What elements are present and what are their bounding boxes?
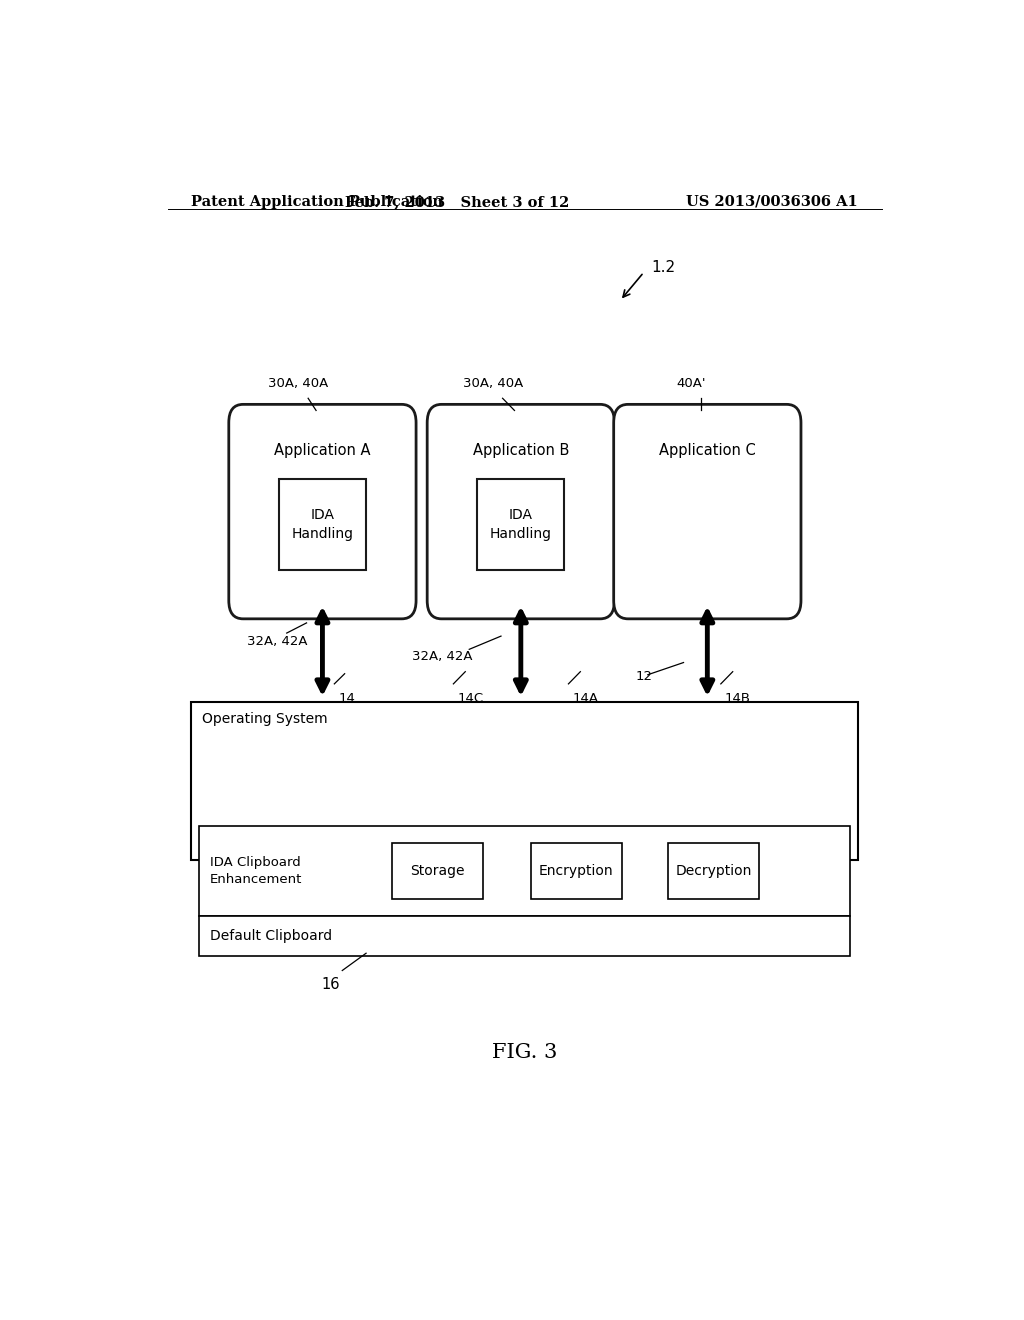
Text: 16: 16 (322, 977, 340, 991)
Text: 14B: 14B (725, 692, 751, 705)
Bar (191, 702, 858, 859)
FancyBboxPatch shape (228, 404, 416, 619)
Text: Default Clipboard: Default Clipboard (210, 929, 332, 942)
Text: Storage: Storage (411, 863, 465, 878)
Text: Feb. 7, 2013   Sheet 3 of 12: Feb. 7, 2013 Sheet 3 of 12 (345, 195, 569, 209)
FancyBboxPatch shape (613, 404, 801, 619)
Text: 32A, 42A: 32A, 42A (412, 649, 473, 663)
Text: Application B: Application B (473, 444, 569, 458)
Text: 1.2: 1.2 (652, 260, 676, 275)
Text: Decryption: Decryption (676, 863, 752, 878)
Text: 14C: 14C (458, 692, 483, 705)
Text: IDA
Handling: IDA Handling (292, 508, 353, 540)
Text: Encryption: Encryption (539, 863, 613, 878)
Text: 32A, 42A: 32A, 42A (247, 635, 307, 648)
Text: IDA
Handling: IDA Handling (489, 508, 552, 540)
Text: Operating System: Operating System (202, 713, 328, 726)
Text: US 2013/0036306 A1: US 2013/0036306 A1 (686, 195, 858, 209)
Bar (668, 843, 760, 899)
Bar (530, 843, 622, 899)
Bar (279, 479, 367, 570)
Text: FIG. 3: FIG. 3 (493, 1043, 557, 1061)
Text: IDA Clipboard
Enhancement: IDA Clipboard Enhancement (210, 855, 302, 886)
Bar (477, 479, 564, 570)
Text: 30A, 40A: 30A, 40A (268, 378, 329, 391)
Text: Application C: Application C (659, 444, 756, 458)
Text: 40A': 40A' (677, 378, 707, 391)
FancyBboxPatch shape (427, 404, 614, 619)
Text: 30A, 40A: 30A, 40A (463, 378, 523, 391)
Text: Patent Application Publication: Patent Application Publication (191, 195, 443, 209)
Text: 12: 12 (636, 671, 653, 684)
Bar (200, 916, 850, 956)
Text: 14A: 14A (572, 692, 598, 705)
Text: 14: 14 (338, 692, 355, 705)
Bar (200, 826, 850, 916)
Text: Application A: Application A (274, 444, 371, 458)
Bar (392, 843, 483, 899)
